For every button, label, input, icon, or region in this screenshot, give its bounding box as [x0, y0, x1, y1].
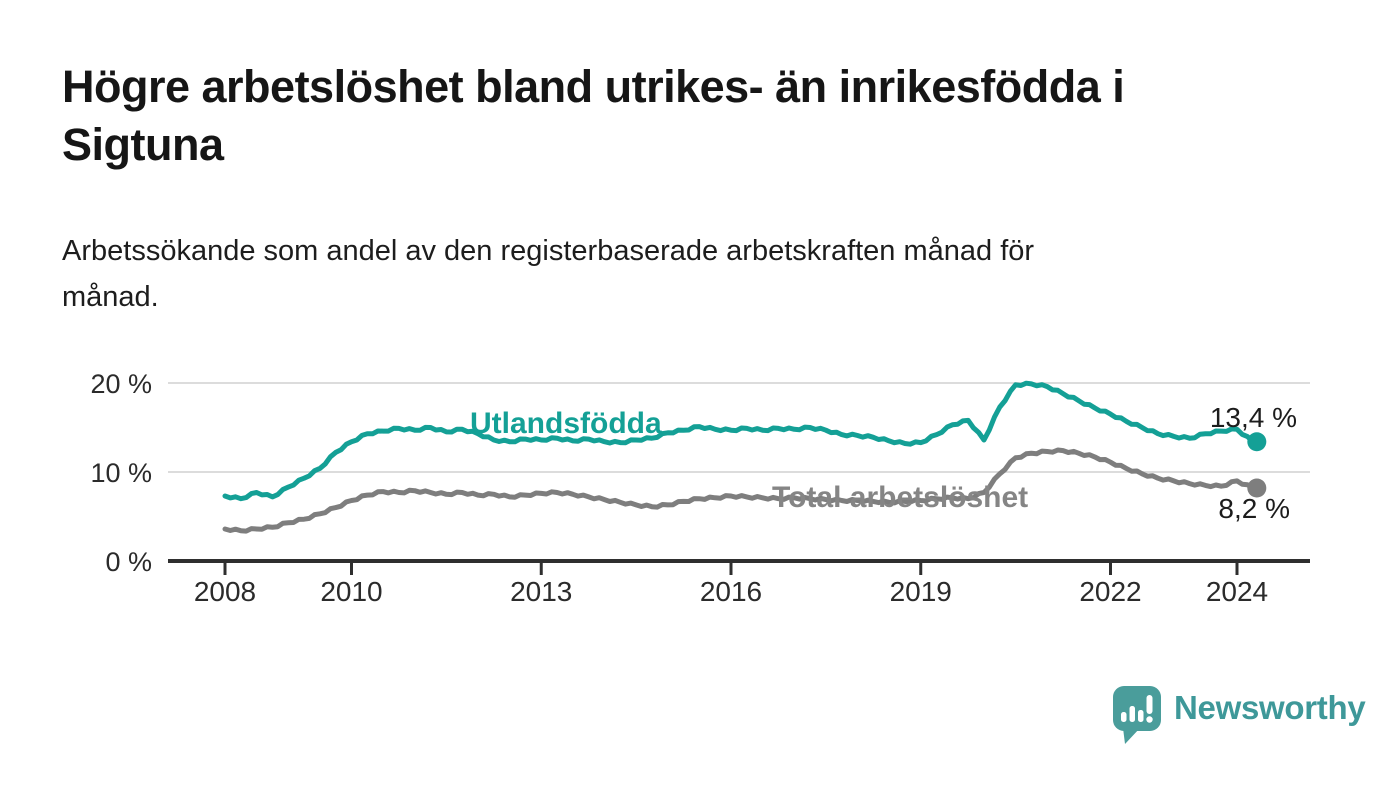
- y-tick-label: 20 %: [90, 369, 152, 399]
- series-end-dot-utlandsf-dda: [1247, 432, 1267, 452]
- series-end-dot-total-arbetsl-shet: [1247, 478, 1267, 498]
- end-value-label-total-arbetsloshet: 8,2 %: [1218, 493, 1290, 524]
- series-label-utlandsfodda: Utlandsfödda: [470, 407, 662, 440]
- chart-title-line1: Högre arbetslöshet bland utrikes- än inr…: [62, 61, 1125, 112]
- x-tick-label: 2010: [320, 576, 382, 607]
- chart-title-line2: Sigtuna: [62, 119, 224, 170]
- chart-title: Högre arbetslöshet bland utrikes- än inr…: [62, 58, 1342, 174]
- x-tick-label: 2016: [700, 576, 762, 607]
- series-line-total-arbetsl-shet: [222, 447, 1256, 534]
- newsworthy-logo-icon: [1113, 686, 1161, 744]
- newsworthy-logo-text: Newsworthy: [1174, 689, 1366, 726]
- x-tick-label: 2008: [194, 576, 256, 607]
- x-tick-label: 2022: [1079, 576, 1141, 607]
- series-label-total-arbetsloshet: Total arbetslöshet: [772, 481, 1029, 514]
- newsworthy-logo: Newsworthy: [1112, 686, 1366, 746]
- x-tick-label: 2013: [510, 576, 572, 607]
- chart-subtitle-line2: månad.: [62, 281, 159, 313]
- chart-subtitle: Arbetssökande som andel av den registerb…: [62, 228, 1302, 320]
- x-tick-label: 2024: [1206, 576, 1268, 607]
- series-line-utlandsf-dda: [222, 380, 1256, 502]
- y-tick-label: 0 %: [105, 547, 152, 577]
- end-value-label-utlandsfodda: 13,4 %: [1209, 402, 1297, 433]
- y-tick-label: 10 %: [90, 458, 152, 488]
- x-tick-label: 2019: [890, 576, 952, 607]
- chart-subtitle-line1: Arbetssökande som andel av den registerb…: [62, 235, 1035, 267]
